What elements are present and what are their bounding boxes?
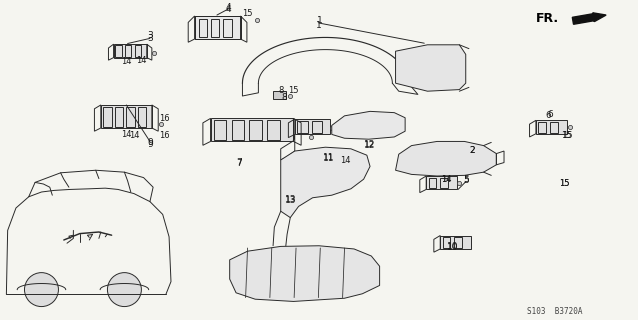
Text: 8: 8 <box>278 86 283 95</box>
Text: 15: 15 <box>563 131 573 140</box>
Bar <box>101 105 152 128</box>
Circle shape <box>107 273 142 307</box>
Bar <box>402 61 431 81</box>
Text: 14: 14 <box>129 131 139 140</box>
Text: 6: 6 <box>545 111 552 120</box>
Bar <box>405 63 413 79</box>
Bar <box>114 44 147 58</box>
Text: FR.: FR. <box>536 12 559 25</box>
Text: 11: 11 <box>323 154 334 163</box>
Bar <box>249 120 262 140</box>
Bar <box>429 178 436 188</box>
Bar <box>426 176 457 189</box>
Polygon shape <box>396 45 466 91</box>
Bar <box>295 119 330 134</box>
FancyArrow shape <box>572 13 606 24</box>
Bar <box>550 122 558 133</box>
Text: 14: 14 <box>137 56 147 65</box>
Text: 4: 4 <box>226 3 231 12</box>
Bar <box>199 19 207 37</box>
Text: 3: 3 <box>147 34 153 43</box>
Circle shape <box>24 273 59 307</box>
Bar <box>443 237 450 248</box>
Text: 4: 4 <box>226 5 231 14</box>
Polygon shape <box>230 246 380 301</box>
Bar <box>418 63 426 79</box>
Polygon shape <box>332 111 405 139</box>
Text: 2: 2 <box>470 146 475 155</box>
Text: 10: 10 <box>447 242 459 251</box>
Text: 10: 10 <box>447 244 459 252</box>
Text: 15: 15 <box>559 179 569 188</box>
Bar <box>297 121 308 133</box>
Text: 5: 5 <box>463 176 469 185</box>
Bar <box>223 19 232 37</box>
Text: 16: 16 <box>160 131 170 140</box>
Text: 15: 15 <box>242 9 253 18</box>
Text: 1: 1 <box>317 16 323 25</box>
Bar <box>440 178 448 188</box>
Text: 12: 12 <box>364 140 376 149</box>
Polygon shape <box>281 147 370 218</box>
Text: 2: 2 <box>470 146 475 155</box>
Bar <box>115 45 122 57</box>
Bar <box>135 45 141 57</box>
Text: 15: 15 <box>561 131 572 140</box>
Polygon shape <box>396 141 496 176</box>
Bar <box>312 121 322 133</box>
Text: 13: 13 <box>285 196 296 205</box>
Bar <box>211 118 293 141</box>
Text: 9: 9 <box>147 140 153 148</box>
Text: 14: 14 <box>121 130 131 139</box>
Text: 15: 15 <box>559 179 569 188</box>
Bar <box>138 107 146 127</box>
Text: 16: 16 <box>160 114 170 123</box>
Bar <box>538 122 546 133</box>
Bar <box>267 120 280 140</box>
Text: 14: 14 <box>441 175 452 184</box>
Bar <box>125 45 131 57</box>
Text: 9: 9 <box>147 138 153 147</box>
Text: 14: 14 <box>341 156 351 164</box>
Text: S103  B3720A: S103 B3720A <box>528 307 582 316</box>
Text: 5: 5 <box>463 175 469 184</box>
Text: 7: 7 <box>236 159 242 168</box>
Bar <box>103 107 112 127</box>
Text: 13: 13 <box>285 196 296 204</box>
Bar <box>454 237 462 248</box>
Text: 12: 12 <box>364 141 376 150</box>
Text: 6: 6 <box>547 110 553 119</box>
Bar <box>536 120 567 134</box>
Bar <box>115 107 123 127</box>
Bar <box>214 120 226 140</box>
Bar <box>195 16 241 39</box>
Bar <box>195 16 241 39</box>
Bar <box>126 107 135 127</box>
Bar <box>440 236 471 249</box>
Text: 8: 8 <box>281 93 287 102</box>
Bar <box>232 120 244 140</box>
Text: 7: 7 <box>236 158 242 167</box>
Text: 14: 14 <box>441 175 452 184</box>
Text: 15: 15 <box>288 86 299 95</box>
Bar <box>273 91 286 99</box>
Bar <box>211 19 219 37</box>
Text: 3: 3 <box>147 31 153 40</box>
Text: 1: 1 <box>316 21 322 30</box>
Text: 11: 11 <box>323 153 334 162</box>
Text: 14: 14 <box>121 57 131 66</box>
